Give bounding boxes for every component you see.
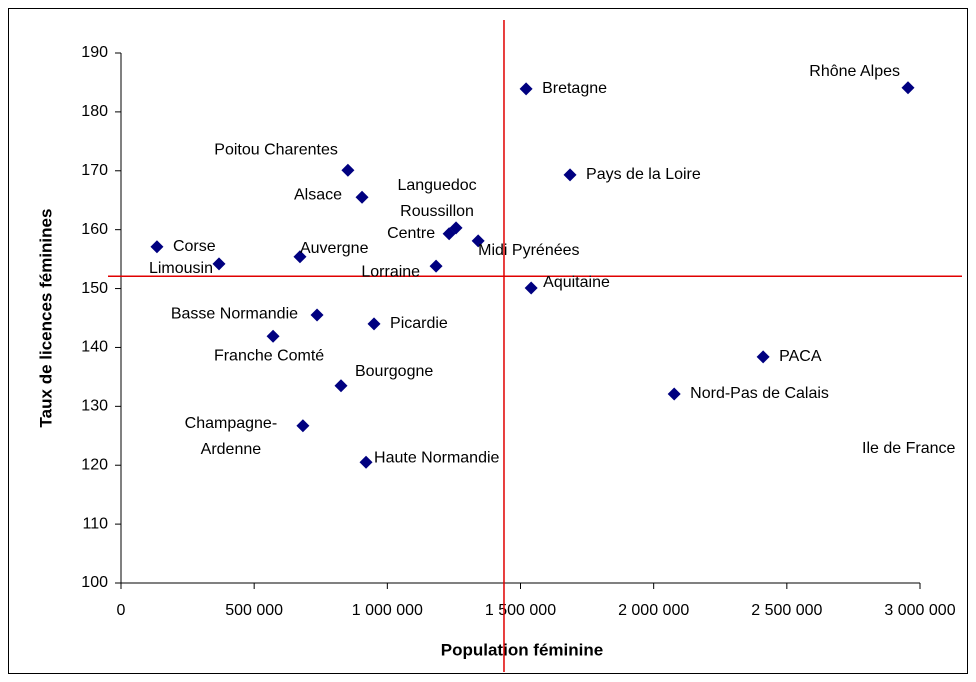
- point-label: Pays de la Loire: [586, 166, 701, 183]
- marker: [341, 163, 355, 177]
- chart-frame: [8, 8, 968, 674]
- y-tick-label: 180: [81, 103, 108, 120]
- point-label: Ile de France: [862, 440, 955, 457]
- marker: [442, 227, 456, 241]
- marker: [334, 379, 348, 393]
- y-tick-label: 190: [81, 44, 108, 61]
- marker: [519, 82, 533, 96]
- point-label: Bretagne: [542, 80, 607, 97]
- y-tick-label: 100: [81, 574, 108, 591]
- point-label: Lorraine: [361, 263, 420, 280]
- marker: [359, 455, 373, 469]
- y-tick-label: 130: [81, 398, 108, 415]
- marker: [212, 257, 226, 271]
- point-label: Rhône Alpes: [809, 63, 900, 80]
- y-tick-label: 110: [82, 515, 108, 532]
- point-label: Corse: [173, 238, 216, 255]
- point-label: Poitou Charentes: [214, 141, 338, 158]
- point-label: PACA: [779, 348, 822, 365]
- marker: [367, 317, 381, 331]
- marker-group: [150, 81, 915, 469]
- point-label: Auvergne: [300, 240, 369, 257]
- x-tick-label: 1 500 000: [485, 602, 556, 619]
- marker: [355, 190, 369, 204]
- point-label: Limousin: [149, 260, 213, 277]
- point-label: Centre: [387, 225, 435, 242]
- y-tick-label: 160: [81, 221, 108, 238]
- marker: [901, 81, 915, 95]
- point-label: Aquitaine: [543, 274, 610, 291]
- marker: [471, 234, 485, 248]
- y-tick-label: 140: [81, 339, 108, 356]
- point-label: Nord-Pas de Calais: [690, 385, 829, 402]
- marker: [429, 259, 443, 273]
- x-axis-title: Population féminine: [441, 640, 603, 659]
- point-label: Languedoc Roussillon: [397, 177, 476, 220]
- point-label: Midi Pyrénées: [478, 242, 579, 259]
- x-tick-label: 2 500 000: [751, 602, 822, 619]
- y-tick-label: 170: [81, 162, 108, 179]
- point-label: Champagne-Ardenne: [185, 415, 278, 458]
- point-label: Picardie: [390, 315, 448, 332]
- x-tick-label: 2 000 000: [618, 602, 689, 619]
- point-label: Bourgogne: [355, 363, 433, 380]
- y-axis-title: Taux de licences féminines: [36, 209, 55, 428]
- point-label: Haute Normandie: [374, 449, 500, 466]
- x-tick-label: 3 000 000: [884, 602, 955, 619]
- y-tick-label: 120: [81, 456, 108, 473]
- point-label: Franche Comté: [214, 347, 324, 364]
- marker: [756, 350, 770, 364]
- marker: [524, 281, 538, 295]
- marker: [563, 168, 577, 182]
- marker: [150, 240, 164, 254]
- x-tick-label: 0: [117, 602, 126, 619]
- x-tick-label: 1 000 000: [352, 602, 423, 619]
- point-label: Alsace: [294, 186, 342, 203]
- x-tick-label: 500 000: [225, 602, 283, 619]
- point-label: Basse Normandie: [171, 305, 298, 322]
- marker: [266, 329, 280, 343]
- marker: [310, 308, 324, 322]
- y-tick-label: 150: [81, 280, 108, 297]
- marker: [667, 387, 681, 401]
- marker: [296, 419, 310, 433]
- marker: [293, 250, 307, 264]
